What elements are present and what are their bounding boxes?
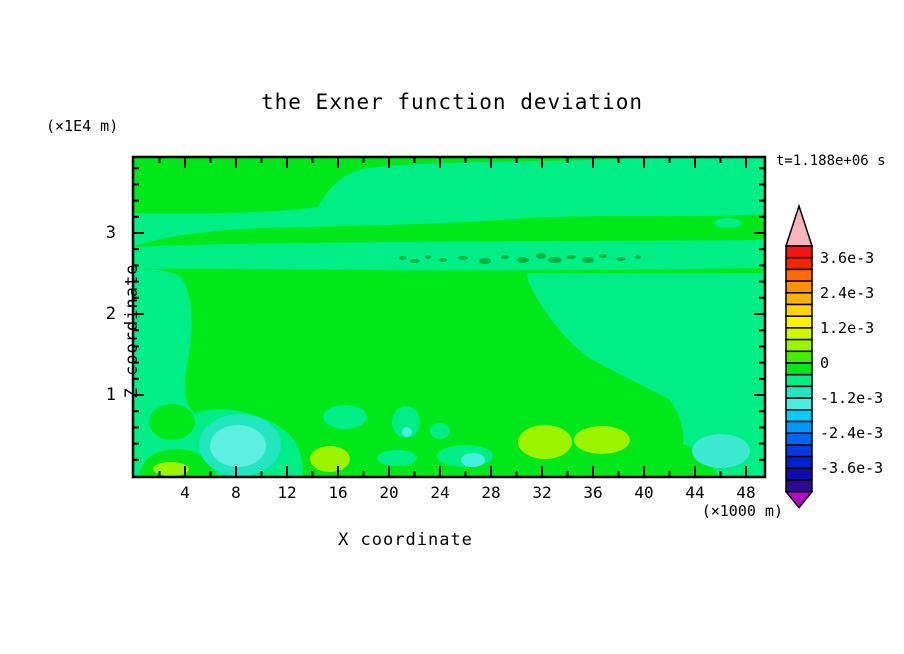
colorbar-tick-label: -2.4e-3 [820,424,884,443]
x-axis-title: X coordinate [338,530,473,550]
z-axis-title: Z coordinate [121,263,142,399]
colorbar-band [785,479,813,493]
dark-specks [410,259,420,263]
x-tick-label: 28 [481,483,501,502]
x-tick-label: 4 [180,483,190,502]
dark-specks [501,255,509,259]
colorbar-band [785,467,813,481]
colorbar-band [785,292,813,306]
colorbar-band [785,350,813,364]
bottomleft-chartreuse [153,462,189,476]
contour-layer [133,157,765,477]
colorbar-band [785,385,813,399]
dark-specks [517,257,529,263]
colorbar-tick-label: -1.2e-3 [820,389,884,408]
chartreuse-blob-a [518,425,572,459]
colorbar-band [785,420,813,434]
x-tick-label: 8 [231,483,241,502]
spring-patch-cyan-core [461,453,485,467]
green-island [149,404,195,440]
colorbar-tick-label: 3.6e-3 [820,248,875,267]
dark-specks [536,253,546,259]
dark-specks [425,255,431,259]
z-axis-unit-label: (×1E4 m) [46,117,119,135]
mid-spring-band [133,240,765,271]
colorbar-tick-label: -3.6e-3 [820,459,884,478]
colorbar-band [785,455,813,470]
colorbar-band [785,303,813,317]
spring-island-1 [323,405,367,429]
colorbar-band [785,338,813,353]
upper-spring-band [133,157,765,247]
dark-specks [548,257,562,263]
spring-island-4 [377,450,417,466]
chartreuse-blob-x16 [310,446,350,472]
bottomright-cyan-blob [692,434,750,468]
x-tick-label: 12 [277,483,297,502]
dark-specks [399,256,407,260]
colorbar [784,203,814,509]
x-tick-label: 40 [634,483,654,502]
chart-title: the Exner function deviation [260,90,643,114]
colorbar-band [785,397,813,411]
colorbar-band [785,268,813,282]
colorbar-band [785,315,813,329]
x-tick-label: 24 [430,483,450,502]
z-tick-label: 1 [105,385,116,405]
dark-specks [635,255,641,259]
colorbar-arrow-down [784,490,814,509]
spring-island-3 [430,423,450,439]
spring-island-2 [392,406,420,438]
colorbar-band [785,409,813,423]
x-tick-label: 36 [583,483,603,502]
x-axis-unit-label: (×1000 m) [701,502,783,520]
colorbar-tick-label: 0 [820,354,830,372]
colorbar-band [785,362,813,376]
x-tick-label: 44 [685,483,705,502]
colorbar-band [785,245,813,259]
colorbar-band [785,280,813,294]
right-spring-region [527,273,765,477]
big-cyan-blob-inner [210,425,266,467]
dark-specks [616,257,626,261]
dark-specks [439,258,447,262]
colorbar-band [785,373,813,388]
z-tick-label: 3 [105,223,116,243]
colorbar-band [785,256,813,271]
dark-specks [479,258,491,264]
z-tick-label: 2 [105,304,116,324]
x-tick-label: 20 [379,483,399,502]
spring-lens [714,218,742,228]
dark-specks [566,255,576,259]
colorbar-tick-label: 2.4e-3 [820,283,875,302]
cyan-dot [402,427,412,437]
colorbar-arrow-up [784,203,814,247]
dark-specks [599,254,607,258]
x-tick-label: 48 [736,483,756,502]
dark-specks [458,256,468,260]
x-tick-label: 32 [532,483,552,502]
time-stamp-label: t=1.188e+06 s [776,153,886,169]
colorbar-band [785,327,813,341]
plot-border [131,155,767,479]
colorbar-band [785,432,813,446]
colorbar-tick-label: 1.2e-3 [820,318,875,337]
dark-specks [582,257,594,263]
chartreuse-blob-b [574,426,630,454]
colorbar-band [785,444,813,458]
x-tick-label: 16 [328,483,348,502]
